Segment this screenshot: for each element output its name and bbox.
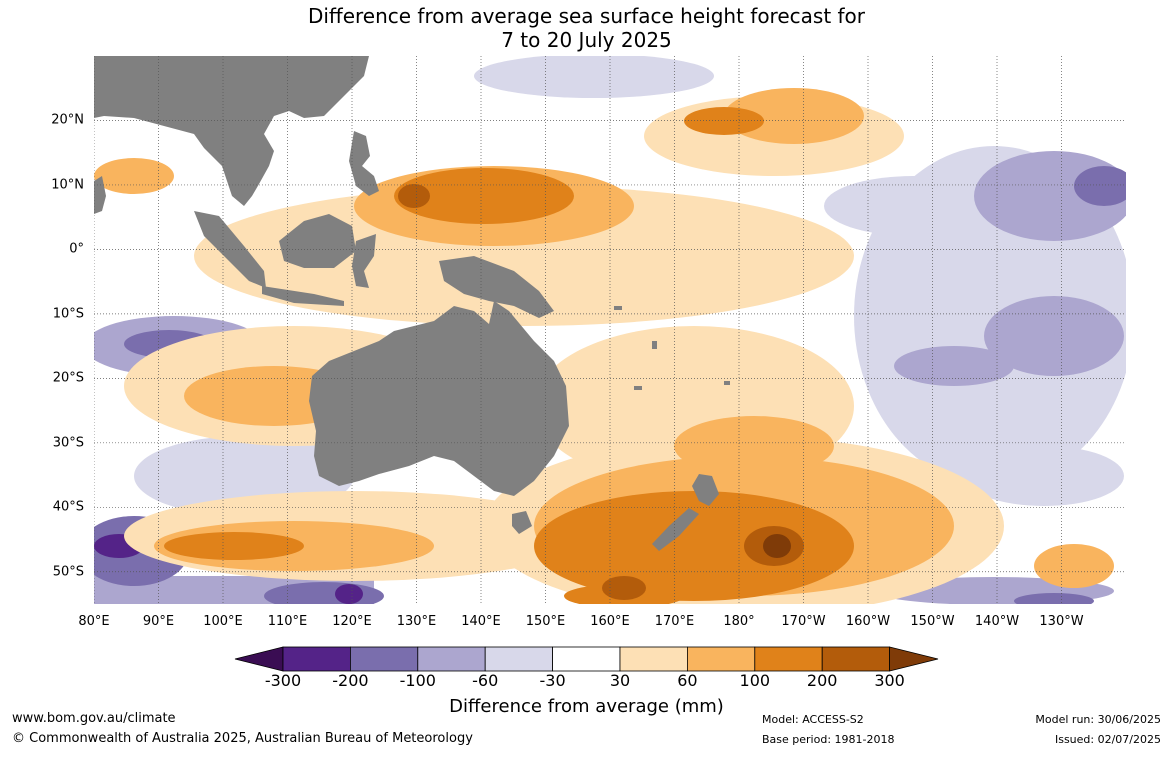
colorbar-swatch	[821, 646, 891, 672]
sri-lanka-area	[94, 176, 106, 214]
new-guinea	[439, 256, 554, 318]
longitude-label: 90°E	[142, 614, 175, 629]
chart-title: Difference from average sea surface heig…	[0, 4, 1173, 52]
java	[262, 286, 344, 306]
longitude-label: 150°E	[525, 614, 566, 629]
colorbar-swatch	[619, 646, 688, 672]
colorbar-title: Difference from average (mm)	[449, 696, 724, 717]
title-line-1: Difference from average sea surface heig…	[307, 4, 866, 28]
longitude-label: 160°E	[590, 614, 630, 629]
model-run-text: Model run: 30/06/2025	[1035, 713, 1161, 726]
title-line-2: 7 to 20 July 2025	[501, 28, 672, 52]
latitude-label: 20°N	[51, 112, 84, 128]
longitude-label: 110°E	[267, 614, 308, 629]
colorbar-tick-label: -200	[332, 671, 369, 690]
colorbar-svg	[234, 646, 939, 672]
copyright-text: © Commonwealth of Australia 2025, Austra…	[12, 731, 473, 746]
new-zealand-south	[652, 508, 699, 551]
colorbar-swatch	[552, 646, 621, 672]
tasmania	[512, 511, 532, 534]
colorbar-tick-label: -30	[539, 671, 566, 690]
colorbar-tick-label: -300	[264, 671, 302, 690]
colorbar-swatch	[282, 646, 351, 672]
colorbar-tick-label: 60	[677, 671, 698, 690]
latitude-label: 10°N	[51, 177, 84, 193]
sulawesi	[352, 234, 376, 288]
latitude-label: 30°S	[52, 435, 84, 451]
colorbar-max-arrow	[889, 646, 939, 672]
latitude-label: 10°S	[52, 306, 84, 322]
colorbar-tick-label: 300	[874, 671, 905, 690]
anomaly-map	[94, 56, 1126, 604]
issued-text: Issued: 02/07/2025	[1054, 733, 1161, 746]
colorbar-tick-label: 100	[739, 671, 771, 690]
longitude-label: 180°	[723, 614, 755, 629]
fiji	[724, 381, 730, 385]
australia	[309, 301, 569, 496]
model-text: Model: ACCESS-S2	[762, 713, 864, 726]
latitude-label: 20°S	[52, 370, 84, 386]
latitude-label: 0°	[69, 241, 84, 257]
new-caledonia	[634, 386, 642, 390]
solomon-islands	[614, 306, 622, 310]
colorbar-tick-label: 200	[806, 671, 838, 690]
colorbar-swatch	[484, 646, 554, 672]
latitude-label: 50°S	[52, 564, 84, 580]
philippines	[349, 131, 379, 196]
longitude-label: 160°W	[845, 614, 891, 629]
latitude-label: 40°S	[52, 499, 84, 515]
colorbar-swatch	[687, 646, 756, 672]
longitude-label: 100°E	[203, 614, 243, 629]
website-text: www.bom.gov.au/climate	[12, 711, 176, 726]
longitude-label: 80°E	[78, 614, 110, 629]
colorbar-tick-label: -100	[399, 671, 436, 690]
map-canvas	[94, 56, 1126, 604]
graticule	[94, 56, 1126, 604]
new-zealand-north	[692, 474, 719, 506]
borneo	[279, 214, 356, 268]
longitude-label: 170°W	[781, 614, 826, 629]
colorbar-swatch	[754, 646, 823, 672]
colorbar-swatch	[349, 646, 419, 672]
asia-landmass	[94, 56, 369, 206]
longitude-label: 140°E	[461, 614, 501, 629]
anomaly-field	[94, 56, 1126, 604]
longitude-label: 130°E	[396, 614, 437, 629]
base-period-text: Base period: 1981-2018	[762, 733, 895, 746]
colorbar-swatch	[417, 646, 486, 672]
longitude-label: 140°W	[974, 614, 1020, 629]
longitude-label: 120°E	[332, 614, 372, 629]
longitude-label: 170°E	[654, 614, 695, 629]
vanuatu	[652, 341, 657, 349]
land-masses	[94, 56, 730, 551]
longitude-label: 130°W	[1039, 614, 1084, 629]
colorbar-tick-label: -60	[472, 671, 499, 690]
colorbar-tick-label: 30	[609, 671, 631, 690]
longitude-label: 150°W	[910, 614, 955, 629]
colorbar-min-arrow	[234, 646, 284, 672]
